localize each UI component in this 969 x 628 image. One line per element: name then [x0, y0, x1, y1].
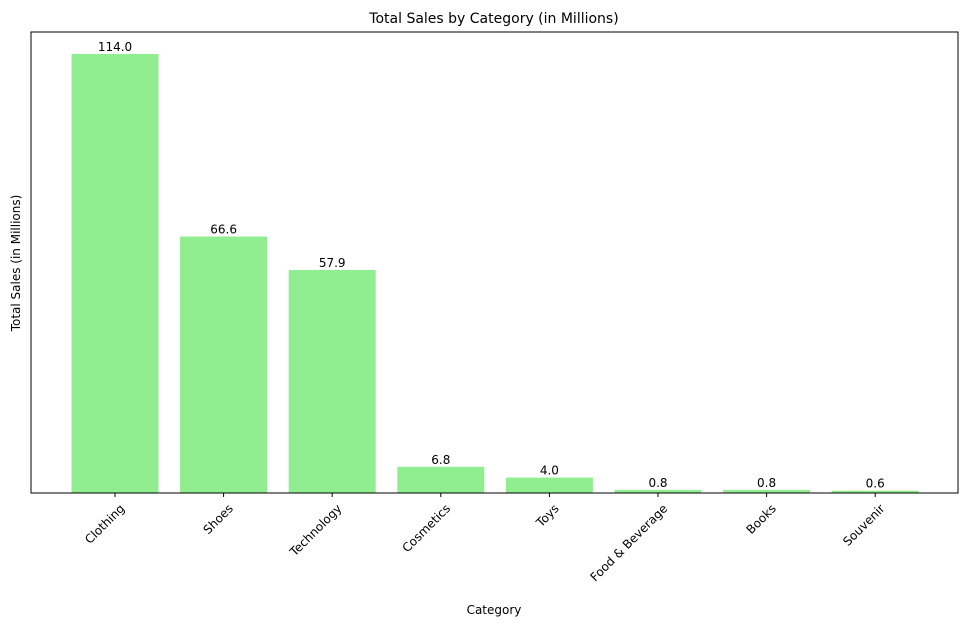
x-tick-label-technology: Technology: [286, 501, 344, 559]
data-label-cosmetics: 6.8: [431, 453, 450, 467]
x-tick-label-books: Books: [743, 501, 778, 536]
bar-books: [723, 489, 811, 493]
data-label-food-and-beverage: 0.8: [648, 476, 667, 490]
data-labels-group: 114.0 66.6 57.9 6.8 4.0 0.8 0.8 0.6: [98, 40, 885, 491]
y-axis-label: Total Sales (in Millions): [9, 195, 23, 333]
chart-title: Total Sales by Category (in Millions): [368, 11, 618, 27]
bars-group: [71, 53, 919, 493]
bar-technology: [288, 270, 376, 493]
x-axis-label: Category: [467, 603, 522, 617]
data-label-shoes: 66.6: [210, 223, 237, 237]
x-ticks-group: Clothing Shoes Technology Cosmetics Toys Food…: [82, 493, 888, 584]
plot-frame: [30, 31, 959, 494]
bar-cosmetics: [397, 466, 485, 493]
x-tick-label-toys: Toys: [533, 501, 562, 530]
x-tick-label-food-and-beverage: Food & Beverage: [587, 501, 670, 584]
bar-souvenir: [831, 490, 919, 493]
bar-toys: [505, 477, 593, 493]
x-tick-label-shoes: Shoes: [200, 501, 235, 536]
bar-food-and-beverage: [614, 489, 702, 493]
x-tick-label-souvenir: Souvenir: [840, 501, 887, 548]
data-label-toys: 4.0: [540, 464, 559, 478]
bar-shoes: [180, 236, 268, 493]
data-label-books: 0.8: [757, 476, 776, 490]
bar-clothing: [71, 53, 159, 493]
data-label-technology: 57.9: [319, 256, 346, 270]
x-tick-label-clothing: Clothing: [82, 501, 127, 546]
x-tick-label-cosmetics: Cosmetics: [399, 501, 453, 555]
data-label-souvenir: 0.6: [866, 477, 885, 491]
data-label-clothing: 114.0: [98, 40, 132, 54]
